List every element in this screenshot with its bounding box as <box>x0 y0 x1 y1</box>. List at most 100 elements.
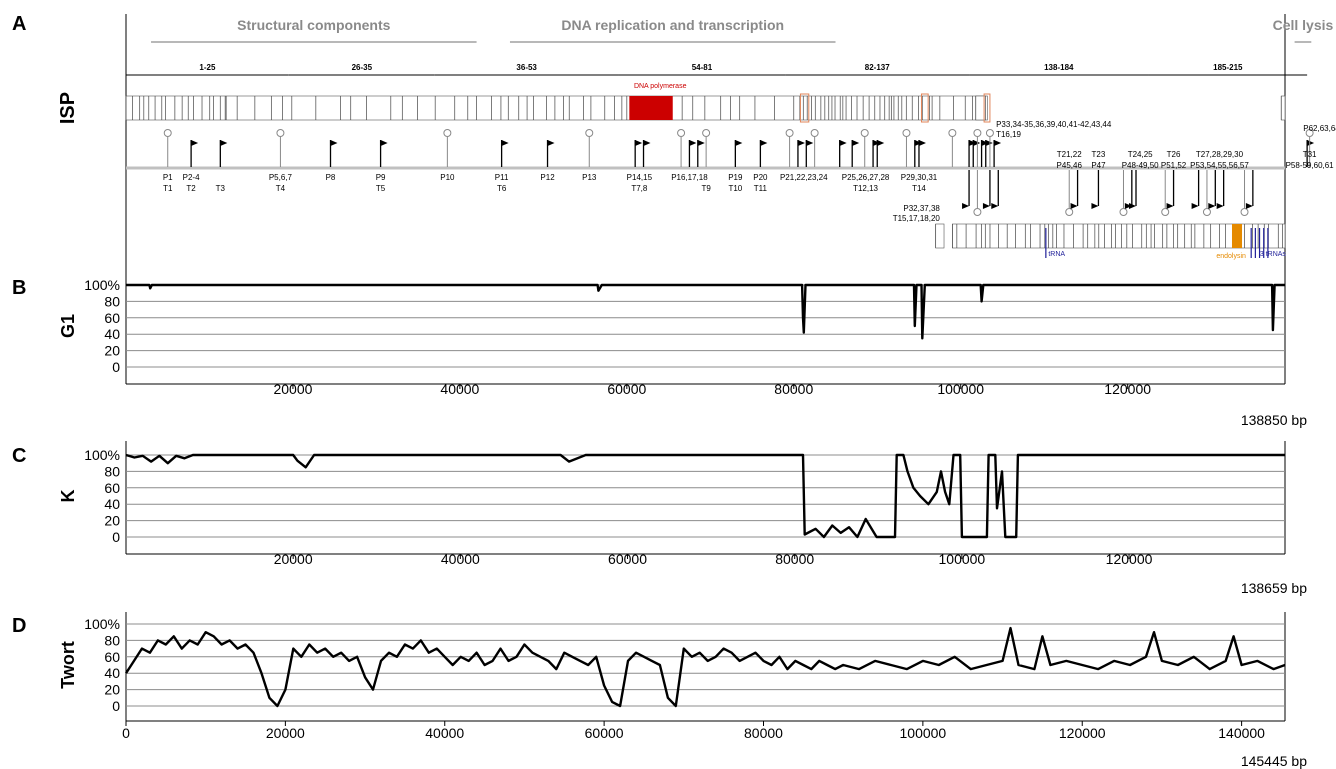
x-tick-label: 40000 <box>425 725 464 741</box>
promoter-label: P13 <box>582 173 597 182</box>
promoter-flag <box>873 140 881 146</box>
promoter-label: T24,25 <box>1128 150 1153 159</box>
gene-group-label: 26-35 <box>352 63 373 72</box>
terminator-label: T3 <box>216 184 226 193</box>
top-gene-strip-outline <box>125 95 987 121</box>
y-tick-label: 0 <box>112 698 120 714</box>
promoter-label: T26 <box>1167 150 1181 159</box>
promoter-flag <box>969 140 977 146</box>
terminator-head <box>810 129 819 137</box>
y-tick-label: 0 <box>112 359 120 375</box>
promoter-group-label: P32,37,38 <box>903 204 940 213</box>
terminator-head <box>973 208 982 216</box>
terminator-label: P53,54,55,56,57 <box>1190 161 1249 170</box>
terminator-label: T12,13 <box>853 184 878 193</box>
panel-letter-d: D <box>12 615 26 637</box>
y-tick-label: 20 <box>104 513 120 529</box>
y-tick-label: 60 <box>104 480 120 496</box>
promoter-flag <box>985 140 993 146</box>
gene-group-label: 1-25 <box>199 63 216 72</box>
promoter-label: T21,22 <box>1057 150 1082 159</box>
section-label: Structural components <box>237 17 390 33</box>
y-tick-label: 40 <box>104 496 120 512</box>
promoter-flag <box>914 140 922 146</box>
promoter-label: P12 <box>540 173 555 182</box>
gene-group-label: 82-137 <box>865 63 890 72</box>
promoter-flag <box>1091 203 1099 209</box>
y-tick-label: 80 <box>104 632 120 648</box>
promoter-label: T27,28,29,30 <box>1196 150 1244 159</box>
gene-annotation: 3 tRNAs <box>1260 251 1287 258</box>
promoter-flag <box>1245 203 1253 209</box>
x-tick-label: 80000 <box>775 551 814 567</box>
bottom-gene-strip-a-outline <box>935 223 945 249</box>
promoter-flag <box>994 140 1002 146</box>
terminator-head <box>973 129 982 137</box>
y-tick-label: 0 <box>112 529 120 545</box>
promoter-flag <box>220 140 228 146</box>
x-tick-label: 120000 <box>1106 551 1153 567</box>
y-tick-label: 40 <box>104 326 120 342</box>
x-tick-label: 80000 <box>774 381 813 397</box>
terminator-label: T7,8 <box>631 184 648 193</box>
terminator-head <box>1065 208 1074 216</box>
promoter-flag <box>1129 203 1137 209</box>
promoter-label: P21,22,23,24 <box>780 173 828 182</box>
promoter-flag <box>797 140 805 146</box>
gene-group-label: 36-53 <box>516 63 537 72</box>
terminator-head <box>860 129 869 137</box>
y-tick-label: 80 <box>104 293 120 309</box>
promoter-label: P11 <box>495 173 509 182</box>
y-axis-title: K <box>58 490 78 503</box>
y-tick-label: 60 <box>104 649 120 665</box>
genome-length-label: 138659 bp <box>1241 580 1307 596</box>
series-line <box>126 283 1285 340</box>
section-label: Cell lysis <box>1273 17 1334 33</box>
y-tick-label: 40 <box>104 665 120 681</box>
promoter-label: P9 <box>376 173 386 182</box>
promoter-group-label: P33,34-35,36,39,40,41-42,43,44 <box>996 120 1112 129</box>
x-tick-label: 40000 <box>441 551 480 567</box>
promoter-flag <box>1208 203 1216 209</box>
promoter-flag <box>380 140 388 146</box>
promoter-label: P10 <box>440 173 455 182</box>
promoter-label: P14,15 <box>627 173 653 182</box>
series-line <box>124 626 1286 708</box>
terminator-label: T10 <box>728 184 742 193</box>
y-tick-label: 100% <box>84 447 120 463</box>
terminator-head <box>948 129 957 137</box>
promoter-flag <box>547 140 555 146</box>
promoter-label: P19 <box>728 173 743 182</box>
x-tick-label: 120000 <box>1104 381 1151 397</box>
x-tick-label: 60000 <box>608 551 647 567</box>
promoter-flag <box>973 140 981 146</box>
promoter-label: P8 <box>326 173 336 182</box>
x-tick-label: 20000 <box>273 381 312 397</box>
terminator-head <box>785 129 794 137</box>
x-tick-label: 80000 <box>744 725 783 741</box>
boxed-gene <box>799 93 810 123</box>
promoter-flag <box>1124 203 1132 209</box>
y-tick-label: 20 <box>104 682 120 698</box>
x-tick-label: 100000 <box>937 381 984 397</box>
terminator-label: P51,52 <box>1161 161 1187 170</box>
terminator-label: P45,46 <box>1057 161 1083 170</box>
promoter-flag <box>643 140 651 146</box>
x-tick-label: 20000 <box>274 551 313 567</box>
promoter-flag <box>689 140 697 146</box>
promoter-flag <box>991 203 999 209</box>
terminator-head <box>443 129 452 137</box>
x-tick-label: 140000 <box>1218 725 1265 741</box>
promoter-flag <box>697 140 705 146</box>
promoter-label: T23 <box>1092 150 1106 159</box>
promoter-flag <box>735 140 743 146</box>
y-tick-label: 80 <box>104 463 120 479</box>
promoter-flag <box>1191 203 1199 209</box>
promoter-group-label: P62,63,64 <box>1303 124 1336 133</box>
x-tick-label: 100000 <box>939 551 986 567</box>
terminator-head <box>276 129 285 137</box>
promoter-group-label: T16,19 <box>996 130 1021 139</box>
promoter-label: P16,17,18 <box>671 173 708 182</box>
panel-letter-c: C <box>12 445 26 467</box>
boxed-gene <box>983 93 991 123</box>
